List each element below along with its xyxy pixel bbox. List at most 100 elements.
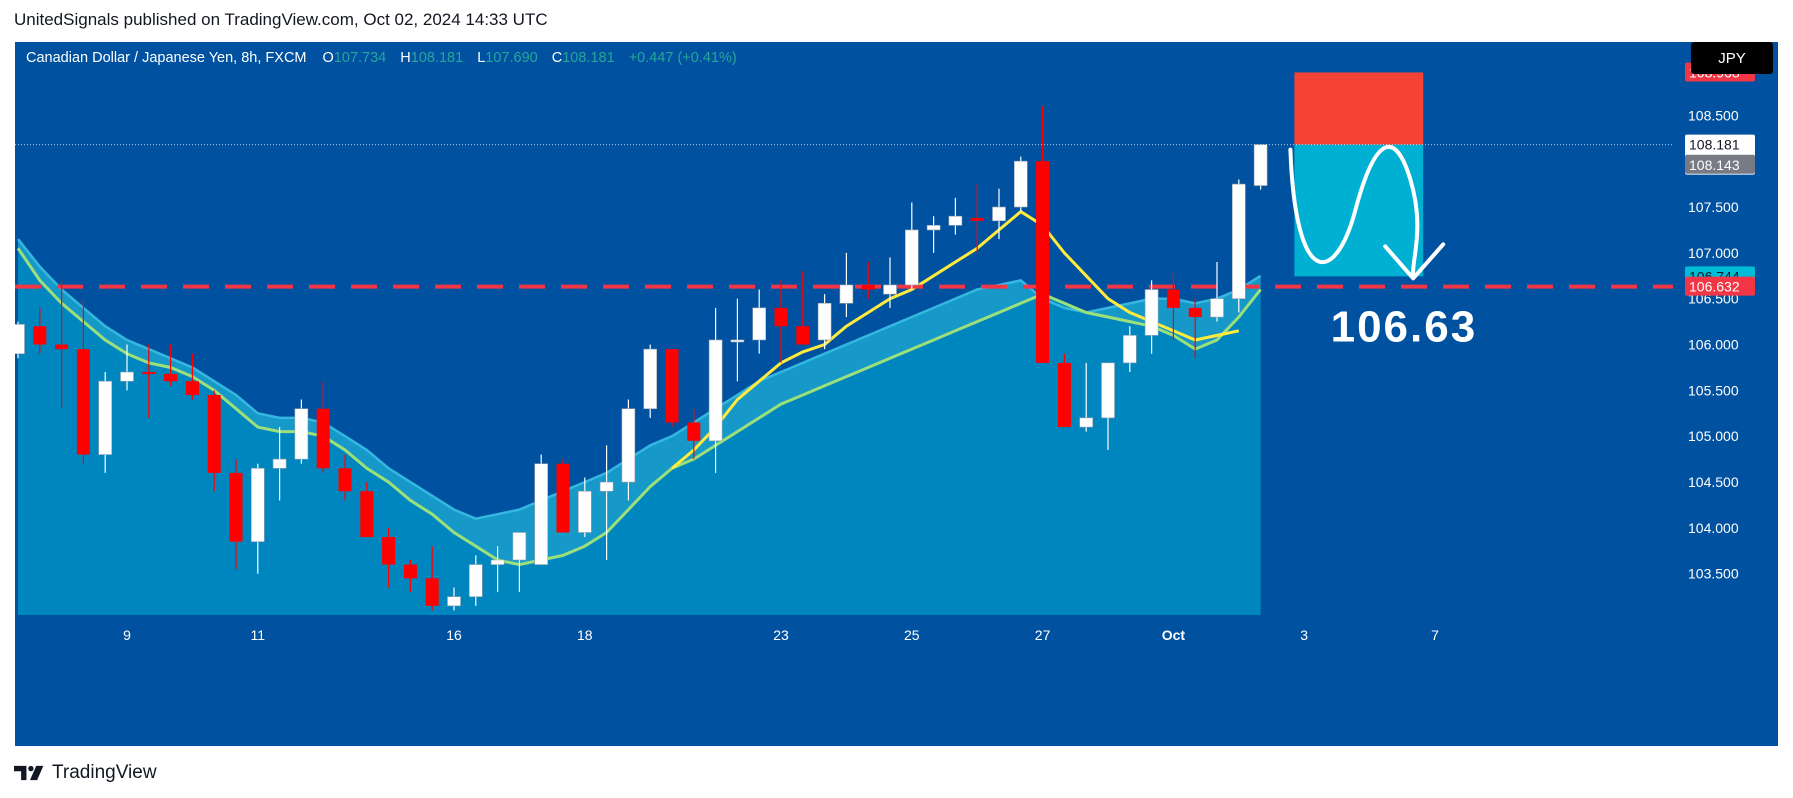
ma-price-tag: 108.143 [1689, 157, 1740, 173]
candle-bull [447, 596, 461, 607]
target-price-annotation: 106.63 [1331, 303, 1478, 352]
x-tick-label: 3 [1300, 627, 1308, 643]
legend-open-value: 107.734 [334, 50, 386, 66]
currency-button[interactable]: JPY [1691, 42, 1773, 74]
candle-bull [1123, 335, 1137, 364]
x-tick-label: 23 [773, 627, 789, 643]
envelope-upper-line [17, 238, 1262, 521]
footer-brand: TradingView [52, 762, 157, 783]
x-tick-label: 18 [577, 627, 593, 643]
candle-bull [643, 348, 658, 410]
x-tick-label: Oct [1162, 627, 1186, 643]
candle-bull [752, 307, 767, 341]
candle-bull [272, 458, 287, 469]
candle-bull [577, 490, 592, 533]
candle-bear [207, 394, 221, 473]
y-tick-label: 106.000 [1688, 337, 1739, 353]
candle-bear [403, 564, 417, 579]
x-tick-label: 25 [904, 627, 920, 643]
legend-high-value: 108.181 [411, 50, 463, 66]
x-tick-label: 9 [123, 627, 131, 643]
candle-bull [1079, 417, 1093, 428]
candle-bear [185, 381, 199, 395]
legend-symbol: Canadian Dollar / Japanese Yen, 8h, FXCM [26, 50, 307, 66]
candle-bull [98, 380, 112, 455]
candle-bull [708, 339, 723, 442]
candle-bear [861, 284, 875, 290]
candle-bear [55, 344, 69, 350]
candle-bull [599, 481, 614, 492]
candle-bull [1101, 362, 1115, 419]
candle-bull [120, 371, 134, 382]
legend-high-label: H [400, 50, 410, 66]
fast-ma-line [671, 209, 1240, 470]
candle-bull [926, 225, 941, 231]
candle-bear [316, 408, 330, 469]
footer: TradingView [14, 762, 157, 784]
y-tick-label: 108.500 [1688, 107, 1739, 123]
candle-bull [1232, 183, 1246, 300]
candle-bear [970, 218, 984, 221]
x-tick-label: 7 [1431, 627, 1439, 643]
candle-bear [338, 468, 352, 492]
down-arrow-icon [1383, 242, 1446, 281]
tradingview-logo-icon [14, 765, 44, 781]
candlestick-chart[interactable]: 106.63 9 11 16 18 23 25 27 Oct 3 7 103.500 104.000 1… [11, 42, 1778, 746]
candle-bear [164, 373, 178, 382]
legend-change: +0.447 (+0.41%) [629, 50, 737, 66]
legend-close-label: C [552, 50, 562, 66]
slow-ma-line [16, 247, 1262, 567]
legend-low-value: 107.690 [485, 50, 537, 66]
take-profit-zone[interactable] [1294, 144, 1424, 277]
candle-bear [796, 326, 810, 345]
y-tick-label: 104.000 [1688, 520, 1739, 536]
y-tick-label: 107.000 [1688, 245, 1739, 261]
level-price-tag: 106.632 [1689, 279, 1740, 295]
candle-bear [360, 491, 374, 538]
candle-bull [251, 468, 265, 542]
x-tick-label: 11 [251, 627, 266, 643]
y-tick-label: 104.500 [1688, 474, 1739, 490]
stop-loss-zone[interactable] [1294, 72, 1424, 145]
candle-bull [817, 302, 832, 341]
y-tick-label: 105.500 [1688, 382, 1739, 398]
level-price-tag-bg [1685, 276, 1755, 296]
x-tick-label: 16 [446, 627, 462, 643]
candle-bear [1036, 161, 1050, 363]
x-tick-label: 27 [1035, 627, 1051, 643]
candle-bear [142, 372, 156, 375]
candle-bull [730, 339, 745, 343]
legend-line: Canadian Dollar / Japanese Yen, 8h, FXCM… [26, 50, 737, 66]
y-tick-label: 105.000 [1688, 428, 1739, 444]
candle-bear [1057, 362, 1071, 428]
y-tick-label: 103.500 [1688, 566, 1739, 582]
candle-bull [992, 206, 1006, 222]
candle-bear [425, 578, 439, 606]
last-price-tag: 108.181 [1689, 137, 1740, 153]
candle-bear [556, 463, 570, 533]
publisher-header: UnitedSignals published on TradingView.c… [14, 10, 548, 29]
candle-bull [490, 559, 505, 565]
candle-bull [1144, 289, 1159, 336]
candle-bull [468, 564, 483, 597]
candle-bull [534, 463, 549, 565]
legend-close-value: 108.181 [562, 50, 614, 66]
y-tick-label: 107.500 [1688, 199, 1739, 215]
candle-bull [839, 284, 854, 304]
candle-bear [33, 326, 47, 345]
legend-low-label: L [477, 50, 485, 66]
time-axis-strip [15, 615, 1673, 746]
candle-bull [621, 408, 636, 483]
candle-bull [948, 215, 963, 226]
candle-bull [512, 532, 527, 561]
candle-bear [76, 349, 90, 455]
candle-bull [1013, 160, 1028, 208]
currency-button-label: JPY [1718, 50, 1746, 67]
chart-frame[interactable]: 106.63 9 11 16 18 23 25 27 Oct 3 7 103.500 104.000 1… [11, 42, 1778, 746]
candle-bear [229, 472, 243, 542]
candle-bull [11, 324, 25, 355]
forecast-wave-drawing[interactable] [1288, 145, 1420, 279]
candle-bear [665, 349, 679, 423]
candle-bull [1210, 298, 1224, 318]
candle-bull [904, 229, 919, 286]
